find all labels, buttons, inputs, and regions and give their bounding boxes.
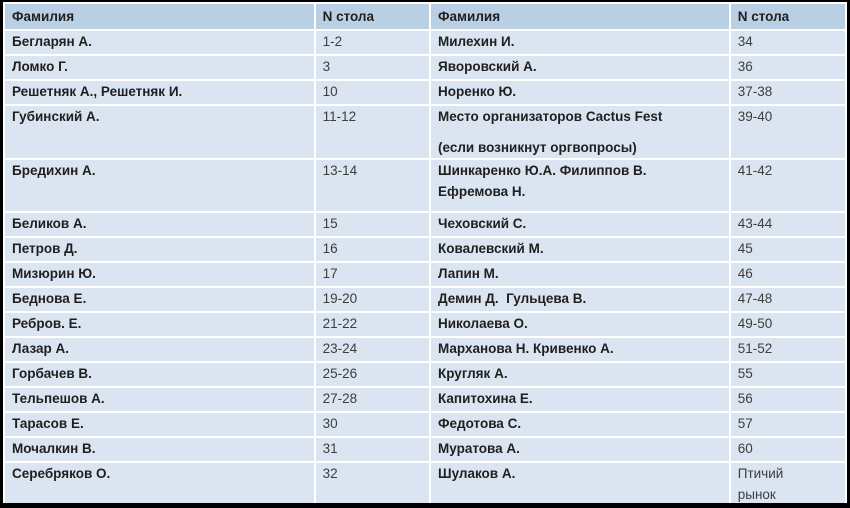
surname-cell: Муратова А.	[431, 438, 729, 461]
table-number-cell: 60	[730, 438, 845, 461]
table-number-cell: 30	[315, 413, 429, 436]
table-number-cell: 49-50	[730, 313, 845, 336]
table-number-cell: 32	[315, 463, 429, 503]
table-number-cell: 3	[315, 56, 429, 79]
surname-cell: Норенко Ю.	[431, 81, 729, 104]
table-number-cell: 34	[730, 31, 845, 54]
surname-cell: Решетняк А., Решетняк И.	[5, 81, 314, 104]
table-number-cell: 56	[730, 388, 845, 411]
table-number-cell: 46	[730, 263, 845, 286]
table-number-cell: 43-44	[730, 213, 845, 236]
cell-line: Ефремова Н.	[438, 184, 526, 199]
table-number-cell: 41-42	[730, 160, 845, 211]
table-row: Решетняк А., Решетняк И. 10 Норенко Ю. 37-3…	[5, 81, 845, 104]
surname-cell: Мочалкин В.	[5, 438, 314, 461]
table-row: Лазар А. 23-24 Марханова Н. Кривенко А. 51-…	[5, 338, 845, 361]
table-number-cell: 45	[730, 238, 845, 261]
table-row: Губинский А. 11-12 Место организаторов Cac…	[5, 106, 845, 158]
column-header-surname-left: Фамилия	[5, 4, 314, 29]
surname-cell: Яворовский А.	[431, 56, 729, 79]
surname-cell: Шинкаренко Ю.А. Филиппов В. Ефремова Н.	[431, 160, 729, 211]
table-row: Бредихин А. 13-14 Шинкаренко Ю.А. Филиппов…	[5, 160, 845, 211]
table-number-cell: 23-24	[315, 338, 429, 361]
table-row: Тарасов Е. 30 Федотова С. 57	[5, 413, 845, 436]
table-number-cell: 27-28	[315, 388, 429, 411]
table-number-cell: Птичий рынок	[730, 463, 845, 503]
surname-cell: Марханова Н. Кривенко А.	[431, 338, 729, 361]
cell-line: рынок	[737, 487, 776, 502]
surname-cell: Тарасов Е.	[5, 413, 314, 436]
surname-cell: Шулаков А.	[431, 463, 729, 503]
cell-line: Шинкаренко Ю.А. Филиппов В.	[438, 163, 647, 178]
table-number-cell: 21-22	[315, 313, 429, 336]
table-row: Петров Д. 16 Ковалевский М. 45	[5, 238, 845, 261]
surname-cell: Лапин М.	[431, 263, 729, 286]
surname-cell: Николаева О.	[431, 313, 729, 336]
cell-line: Место организаторов Cactus Fest	[438, 109, 663, 124]
table-number-cell: 36	[730, 56, 845, 79]
table-row: Мочалкин В. 31 Муратова А. 60	[5, 438, 845, 461]
surname-cell: Петров Д.	[5, 238, 314, 261]
table-number-cell: 10	[315, 81, 429, 104]
table-row: Мизюрин Ю. 17 Лапин М. 46	[5, 263, 845, 286]
table-number-cell: 17	[315, 263, 429, 286]
table-row: Ребров. Е. 21-22 Николаева О. 49-50	[5, 313, 845, 336]
table-number-cell: 37-38	[730, 81, 845, 104]
surname-cell: Бегларян А.	[5, 31, 314, 54]
surname-cell: Серебряков О.	[5, 463, 314, 503]
column-header-table-number-left: N стола	[315, 4, 429, 29]
table-number-cell: 31	[315, 438, 429, 461]
surname-cell: Чеховский С.	[431, 213, 729, 236]
table-number-cell: 57	[730, 413, 845, 436]
table-row: Ломко Г. 3 Яворовский А. 36	[5, 56, 845, 79]
table-number-cell: 39-40	[730, 106, 845, 158]
cell-line: (если возникнут оргвопросы)	[438, 140, 637, 155]
table-number-cell: 11-12	[315, 106, 429, 158]
surname-cell: Бредихин А.	[5, 160, 314, 211]
cell-line: Птичий	[737, 466, 784, 481]
table-number-cell: 25-26	[315, 363, 429, 386]
column-header-table-number-right: N стола	[730, 4, 845, 29]
surname-cell: Демин Д. Гульцева В.	[431, 288, 729, 311]
surname-cell: Беликов А.	[5, 213, 314, 236]
surname-cell: Ребров. Е.	[5, 313, 314, 336]
surname-cell: Капитохина Е.	[431, 388, 729, 411]
table-row: Горбачев В. 25-26 Кругляк А. 55	[5, 363, 845, 386]
surname-cell: Федотова С.	[431, 413, 729, 436]
table-row: Тельпешов А. 27-28 Капитохина Е. 56	[5, 388, 845, 411]
table-number-cell: 51-52	[730, 338, 845, 361]
table-row: Серебряков О. 32 Шулаков А. Птичий рынок	[5, 463, 845, 503]
surname-cell: Ломко Г.	[5, 56, 314, 79]
surname-cell: Место организаторов Cactus Fest (если воз…	[431, 106, 729, 158]
table-body: Бегларян А. 1-2 Милехин И. 34 Ломко Г. 3 Яворо…	[5, 31, 845, 503]
surname-cell: Губинский А.	[5, 106, 314, 158]
column-header-surname-right: Фамилия	[431, 4, 729, 29]
table-row: Бегларян А. 1-2 Милехин И. 34	[5, 31, 845, 54]
surname-cell: Мизюрин Ю.	[5, 263, 314, 286]
table-number-cell: 19-20	[315, 288, 429, 311]
table-number-cell: 1-2	[315, 31, 429, 54]
table-number-cell: 15	[315, 213, 429, 236]
table-row: Беликов А. 15 Чеховский С. 43-44	[5, 213, 845, 236]
surname-cell: Беднова Е.	[5, 288, 314, 311]
table-number-cell: 13-14	[315, 160, 429, 211]
seating-table: Фамилия N стола Фамилия N стола Бегларян…	[3, 2, 847, 503]
table-number-cell: 55	[730, 363, 845, 386]
surname-cell: Лазар А.	[5, 338, 314, 361]
surname-cell: Ковалевский М.	[431, 238, 729, 261]
surname-cell: Горбачев В.	[5, 363, 314, 386]
table-number-cell: 47-48	[730, 288, 845, 311]
header-row: Фамилия N стола Фамилия N стола	[5, 4, 845, 29]
surname-cell: Кругляк А.	[431, 363, 729, 386]
surname-cell: Милехин И.	[431, 31, 729, 54]
surname-cell: Тельпешов А.	[5, 388, 314, 411]
table-number-cell: 16	[315, 238, 429, 261]
table-row: Беднова Е. 19-20 Демин Д. Гульцева В. 47-48	[5, 288, 845, 311]
